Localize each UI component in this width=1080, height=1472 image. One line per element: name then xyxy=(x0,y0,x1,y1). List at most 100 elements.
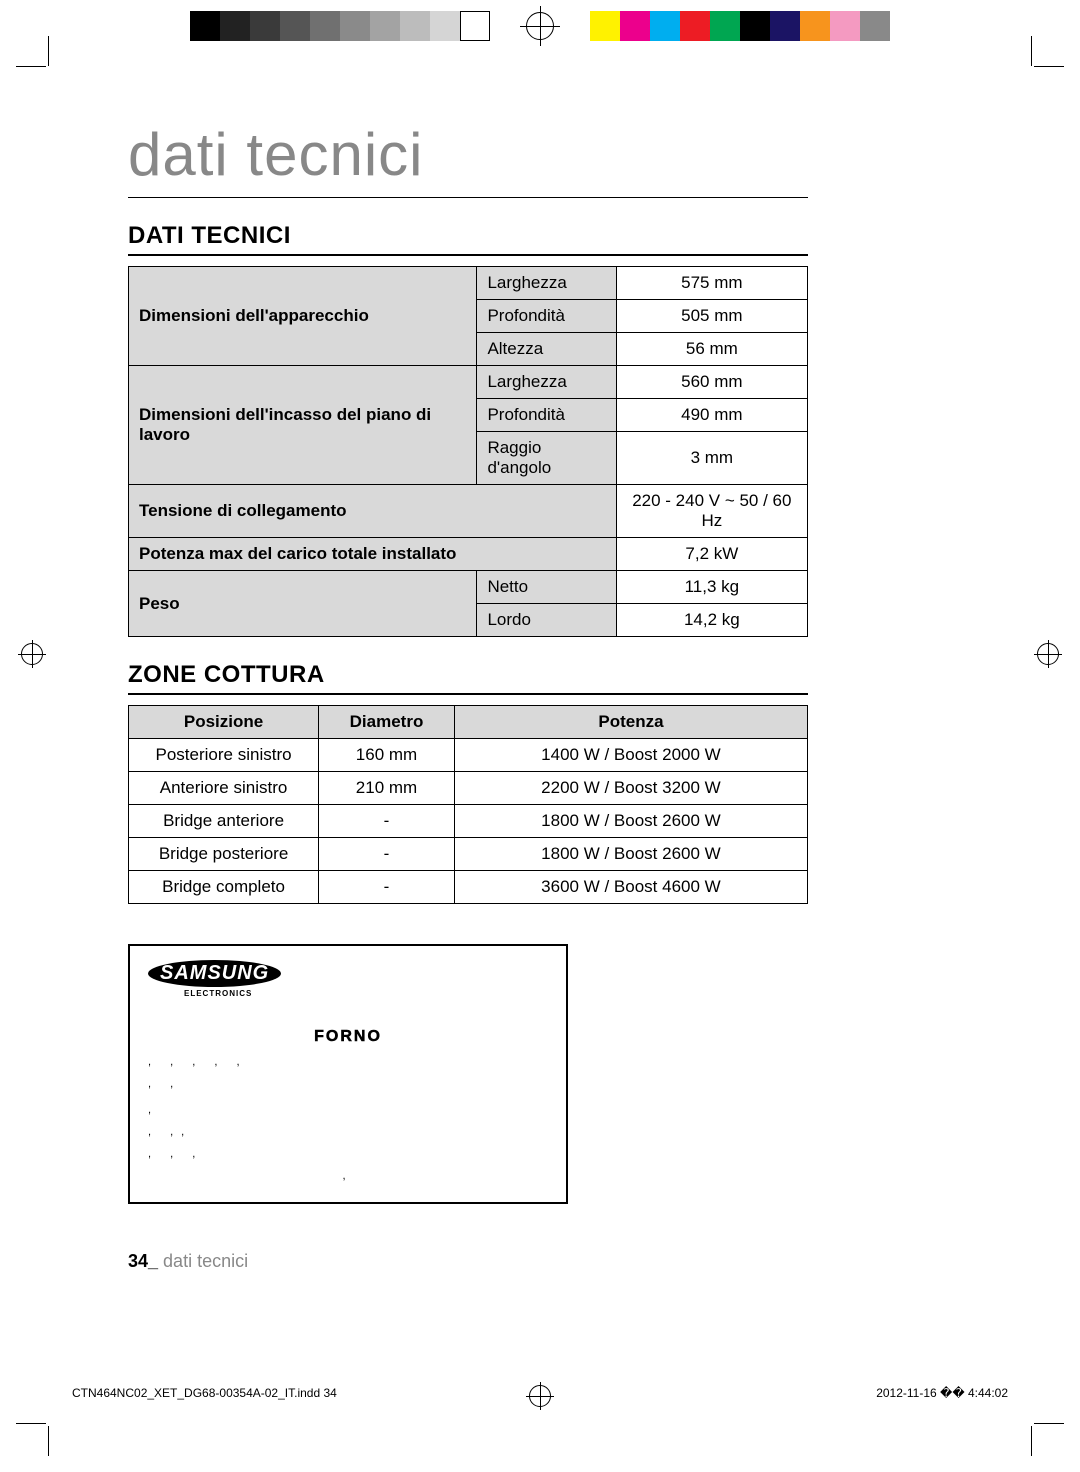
cell-label: Profondità xyxy=(477,399,616,432)
cell-value: Anteriore sinistro xyxy=(129,772,319,805)
swatch xyxy=(310,11,340,41)
swatch xyxy=(460,11,490,41)
cell-value: 560 mm xyxy=(616,366,807,399)
swatch xyxy=(370,11,400,41)
cell-value: 160 mm xyxy=(319,739,455,772)
cell-label: Lordo xyxy=(477,604,616,637)
cell-value: 11,3 kg xyxy=(616,571,807,604)
swatch xyxy=(860,11,890,41)
cell-label: Raggio d'angolo xyxy=(477,432,616,485)
cell-label: Altezza xyxy=(477,333,616,366)
label-dots: , , , , , xyxy=(148,1056,548,1068)
cell-value: 56 mm xyxy=(616,333,807,366)
label-dots: , , xyxy=(148,1078,548,1090)
swatch xyxy=(280,11,310,41)
crop-mark xyxy=(1031,36,1032,66)
table-row: Bridge posteriore-1800 W / Boost 2600 W xyxy=(129,838,808,871)
crop-mark xyxy=(16,66,46,67)
swatch xyxy=(800,11,830,41)
page-footer: 34_ dati tecnici xyxy=(128,1251,248,1272)
cell-value: 14,2 kg xyxy=(616,604,807,637)
cell-value: 7,2 kW xyxy=(616,538,807,571)
print-calibration-bar xyxy=(190,6,890,46)
col-header: Potenza xyxy=(454,706,807,739)
swatch xyxy=(770,11,800,41)
swatch xyxy=(340,11,370,41)
swatch xyxy=(430,11,460,41)
crop-mark xyxy=(1034,66,1064,67)
cell-value: - xyxy=(319,805,455,838)
doc-filename: CTN464NC02_XET_DG68-00354A-02_IT.indd 34 xyxy=(72,1386,337,1400)
cell-value: 2200 W / Boost 3200 W xyxy=(454,772,807,805)
cell-value: 1400 W / Boost 2000 W xyxy=(454,739,807,772)
cooking-zones-table: Posizione Diametro Potenza Posteriore si… xyxy=(128,705,808,904)
registration-mark-top xyxy=(520,6,560,46)
technical-data-table: Dimensioni dell'apparecchio Larghezza 57… xyxy=(128,266,808,637)
swatch xyxy=(830,11,860,41)
table-row: Potenza max del carico totale installato… xyxy=(129,538,808,571)
table-row: Dimensioni dell'incasso del piano di lav… xyxy=(129,366,808,399)
swatch xyxy=(400,11,430,41)
cell-label: Larghezza xyxy=(477,366,616,399)
cell-group: Dimensioni dell'incasso del piano di lav… xyxy=(129,366,477,485)
cell-value: 490 mm xyxy=(616,399,807,432)
crop-mark xyxy=(1031,1426,1032,1456)
cell-value: Posteriore sinistro xyxy=(129,739,319,772)
crop-mark xyxy=(48,1426,49,1456)
footer-section: dati tecnici xyxy=(158,1251,248,1271)
col-header: Diametro xyxy=(319,706,455,739)
forno-heading: FORNO xyxy=(148,1028,548,1046)
doc-timestamp: 2012-11-16 �� 4:44:02 xyxy=(876,1386,1008,1400)
cell-label: Netto xyxy=(477,571,616,604)
cell-value: 3 mm xyxy=(616,432,807,485)
cell-group: Tensione di collegamento xyxy=(129,485,617,538)
cell-value: Bridge completo xyxy=(129,871,319,904)
table-header-row: Posizione Diametro Potenza xyxy=(129,706,808,739)
energy-label-box: SAMSUNG ELECTRONICS FORNO , , , , , , , … xyxy=(128,944,568,1204)
swatch xyxy=(220,11,250,41)
page-title: dati tecnici xyxy=(128,120,808,198)
swatch xyxy=(710,11,740,41)
page-content: dati tecnici DATI TECNICI Dimensioni del… xyxy=(128,120,808,1204)
table-row: Dimensioni dell'apparecchio Larghezza 57… xyxy=(129,267,808,300)
page-number: 34_ xyxy=(128,1251,158,1271)
swatch xyxy=(740,11,770,41)
table-row: Bridge completo-3600 W / Boost 4600 W xyxy=(129,871,808,904)
table-row: Anteriore sinistro210 mm2200 W / Boost 3… xyxy=(129,772,808,805)
cell-value: Bridge posteriore xyxy=(129,838,319,871)
swatch xyxy=(590,11,620,41)
section-heading-dati-tecnici: DATI TECNICI xyxy=(128,222,808,256)
cell-value: 220 - 240 V ~ 50 / 60 Hz xyxy=(616,485,807,538)
cell-group: Peso xyxy=(129,571,477,637)
cell-value: 505 mm xyxy=(616,300,807,333)
swatch xyxy=(250,11,280,41)
cell-value: 3600 W / Boost 4600 W xyxy=(454,871,807,904)
section-heading-zone-cottura: ZONE COTTURA xyxy=(128,661,808,695)
swatch xyxy=(190,11,220,41)
registration-mark-left xyxy=(18,640,46,668)
cell-value: - xyxy=(319,838,455,871)
registration-mark-right xyxy=(1034,640,1062,668)
col-header: Posizione xyxy=(129,706,319,739)
table-row: Posteriore sinistro160 mm1400 W / Boost … xyxy=(129,739,808,772)
swatch xyxy=(650,11,680,41)
cell-value: 1800 W / Boost 2600 W xyxy=(454,805,807,838)
label-dots: , ,, xyxy=(148,1126,548,1138)
table-row: Peso Netto 11,3 kg xyxy=(129,571,808,604)
cell-label: Profondità xyxy=(477,300,616,333)
table-row: Tensione di collegamento 220 - 240 V ~ 5… xyxy=(129,485,808,538)
samsung-logo: SAMSUNG xyxy=(148,960,548,987)
crop-mark xyxy=(48,36,49,66)
swatch xyxy=(620,11,650,41)
label-dots: , xyxy=(148,1104,548,1116)
crop-mark xyxy=(1034,1423,1064,1424)
label-dots: , xyxy=(148,1170,548,1182)
document-footer: CTN464NC02_XET_DG68-00354A-02_IT.indd 34… xyxy=(72,1386,1008,1400)
swatch xyxy=(680,11,710,41)
crop-mark xyxy=(16,1423,46,1424)
cell-value: 1800 W / Boost 2600 W xyxy=(454,838,807,871)
color-swatches xyxy=(590,11,890,41)
cell-value: 575 mm xyxy=(616,267,807,300)
gray-swatches xyxy=(190,11,490,41)
table-row: Bridge anteriore-1800 W / Boost 2600 W xyxy=(129,805,808,838)
